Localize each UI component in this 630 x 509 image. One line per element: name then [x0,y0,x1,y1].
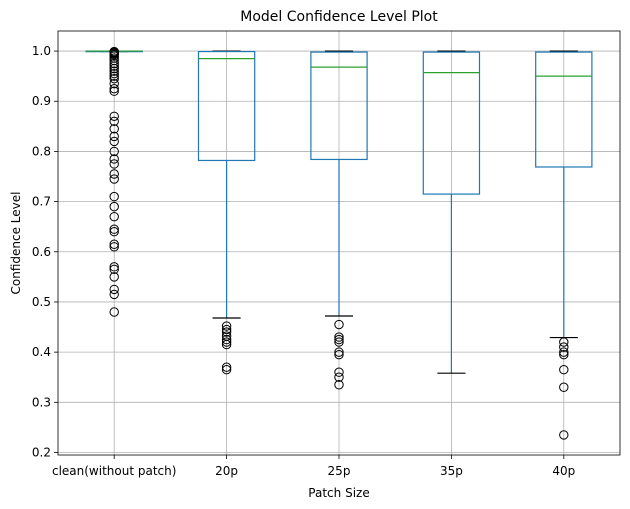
box-group [310,50,368,390]
box-group [422,50,481,374]
outlier-point [109,239,119,249]
outlier-point [559,337,569,347]
outlier-point [559,382,569,392]
outlier-point [109,78,119,89]
outlier-point [109,66,119,76]
y-ticks: 0.2 0.3 0.4 0.5 0.6 0.7 0.8 0.9 1.0 [32,44,58,459]
outlier-point [221,362,232,372]
outlier-point [221,334,232,345]
outlier-point [109,272,119,282]
outlier-point [109,58,119,69]
outlier-point [221,364,232,375]
outlier-point [221,337,232,347]
outlier-point [109,86,119,96]
outlier-point [334,372,344,382]
outlier-point [109,227,119,237]
box-iqr [310,51,368,161]
outlier-point [334,349,344,360]
outlier-point [109,284,119,295]
x-axis-label: Patch Size [308,486,369,500]
outlier-point [109,131,119,142]
y-tick-label: 0.4 [32,345,51,359]
outlier-point [109,174,119,184]
box-iqr [535,51,593,168]
outlier-point [109,71,119,81]
y-axis-label: Confidence Level [9,192,23,295]
x-tick-label: 25p [328,464,351,478]
outlier-point [109,289,119,300]
outlier-point [109,224,119,234]
chart-title: Model Confidence Level Plot [240,9,438,25]
outlier-point [559,364,569,375]
box-iqr [197,50,256,162]
outlier-point [559,349,569,360]
outlier-point [109,68,119,79]
box-group [85,46,143,317]
outlier-point [334,332,344,342]
outlier-point [221,327,232,337]
outlier-point [109,262,119,272]
x-ticks: clean(without patch) 20p 25p 35p 40p [52,455,575,478]
y-tick-label: 0.3 [32,395,51,409]
outlier-point [109,146,119,157]
outlier-point [109,211,119,222]
y-tick-label: 0.6 [32,245,51,259]
x-tick-label: 35p [440,464,463,478]
outlier-point [109,169,119,179]
outlier-point [109,307,119,317]
box-iqr [422,51,481,195]
outlier-point [334,319,344,330]
box-group [197,50,256,375]
box-group [535,50,593,440]
outlier-point [559,342,569,352]
outlier-point [109,124,119,134]
outlier-point [334,367,344,377]
outlier-point [109,73,119,84]
outlier-point [109,111,119,122]
outlier-point [221,321,232,331]
outlier-point [109,242,119,252]
outlier-point [221,324,232,335]
y-tick-label: 1.0 [32,44,51,58]
x-tick-label: 40p [552,464,575,478]
outlier-point [334,347,344,357]
y-tick-label: 0.8 [32,144,51,158]
outlier-point [109,84,119,94]
outlier-point [559,430,569,440]
x-tick-label: 20p [215,464,238,478]
outlier-point [334,380,344,390]
outlier-point [109,191,119,202]
boxes [85,46,593,440]
outlier-point [109,63,119,74]
outlier-point [334,334,344,345]
y-tick-label: 0.2 [32,445,51,459]
outlier-point [109,61,119,71]
outlier-point [109,116,119,127]
outlier-point [109,136,119,147]
y-tick-label: 0.5 [32,295,51,309]
y-tick-label: 0.9 [32,94,51,108]
outlier-point [109,264,119,275]
outlier-point [221,339,232,350]
y-tick-label: 0.7 [32,195,51,209]
outlier-point [334,337,344,347]
outlier-point [109,201,119,212]
outlier-point [559,347,569,357]
x-tick-label: clean(without patch) [52,464,176,478]
outlier-point [109,159,119,169]
outlier-point [109,154,119,164]
